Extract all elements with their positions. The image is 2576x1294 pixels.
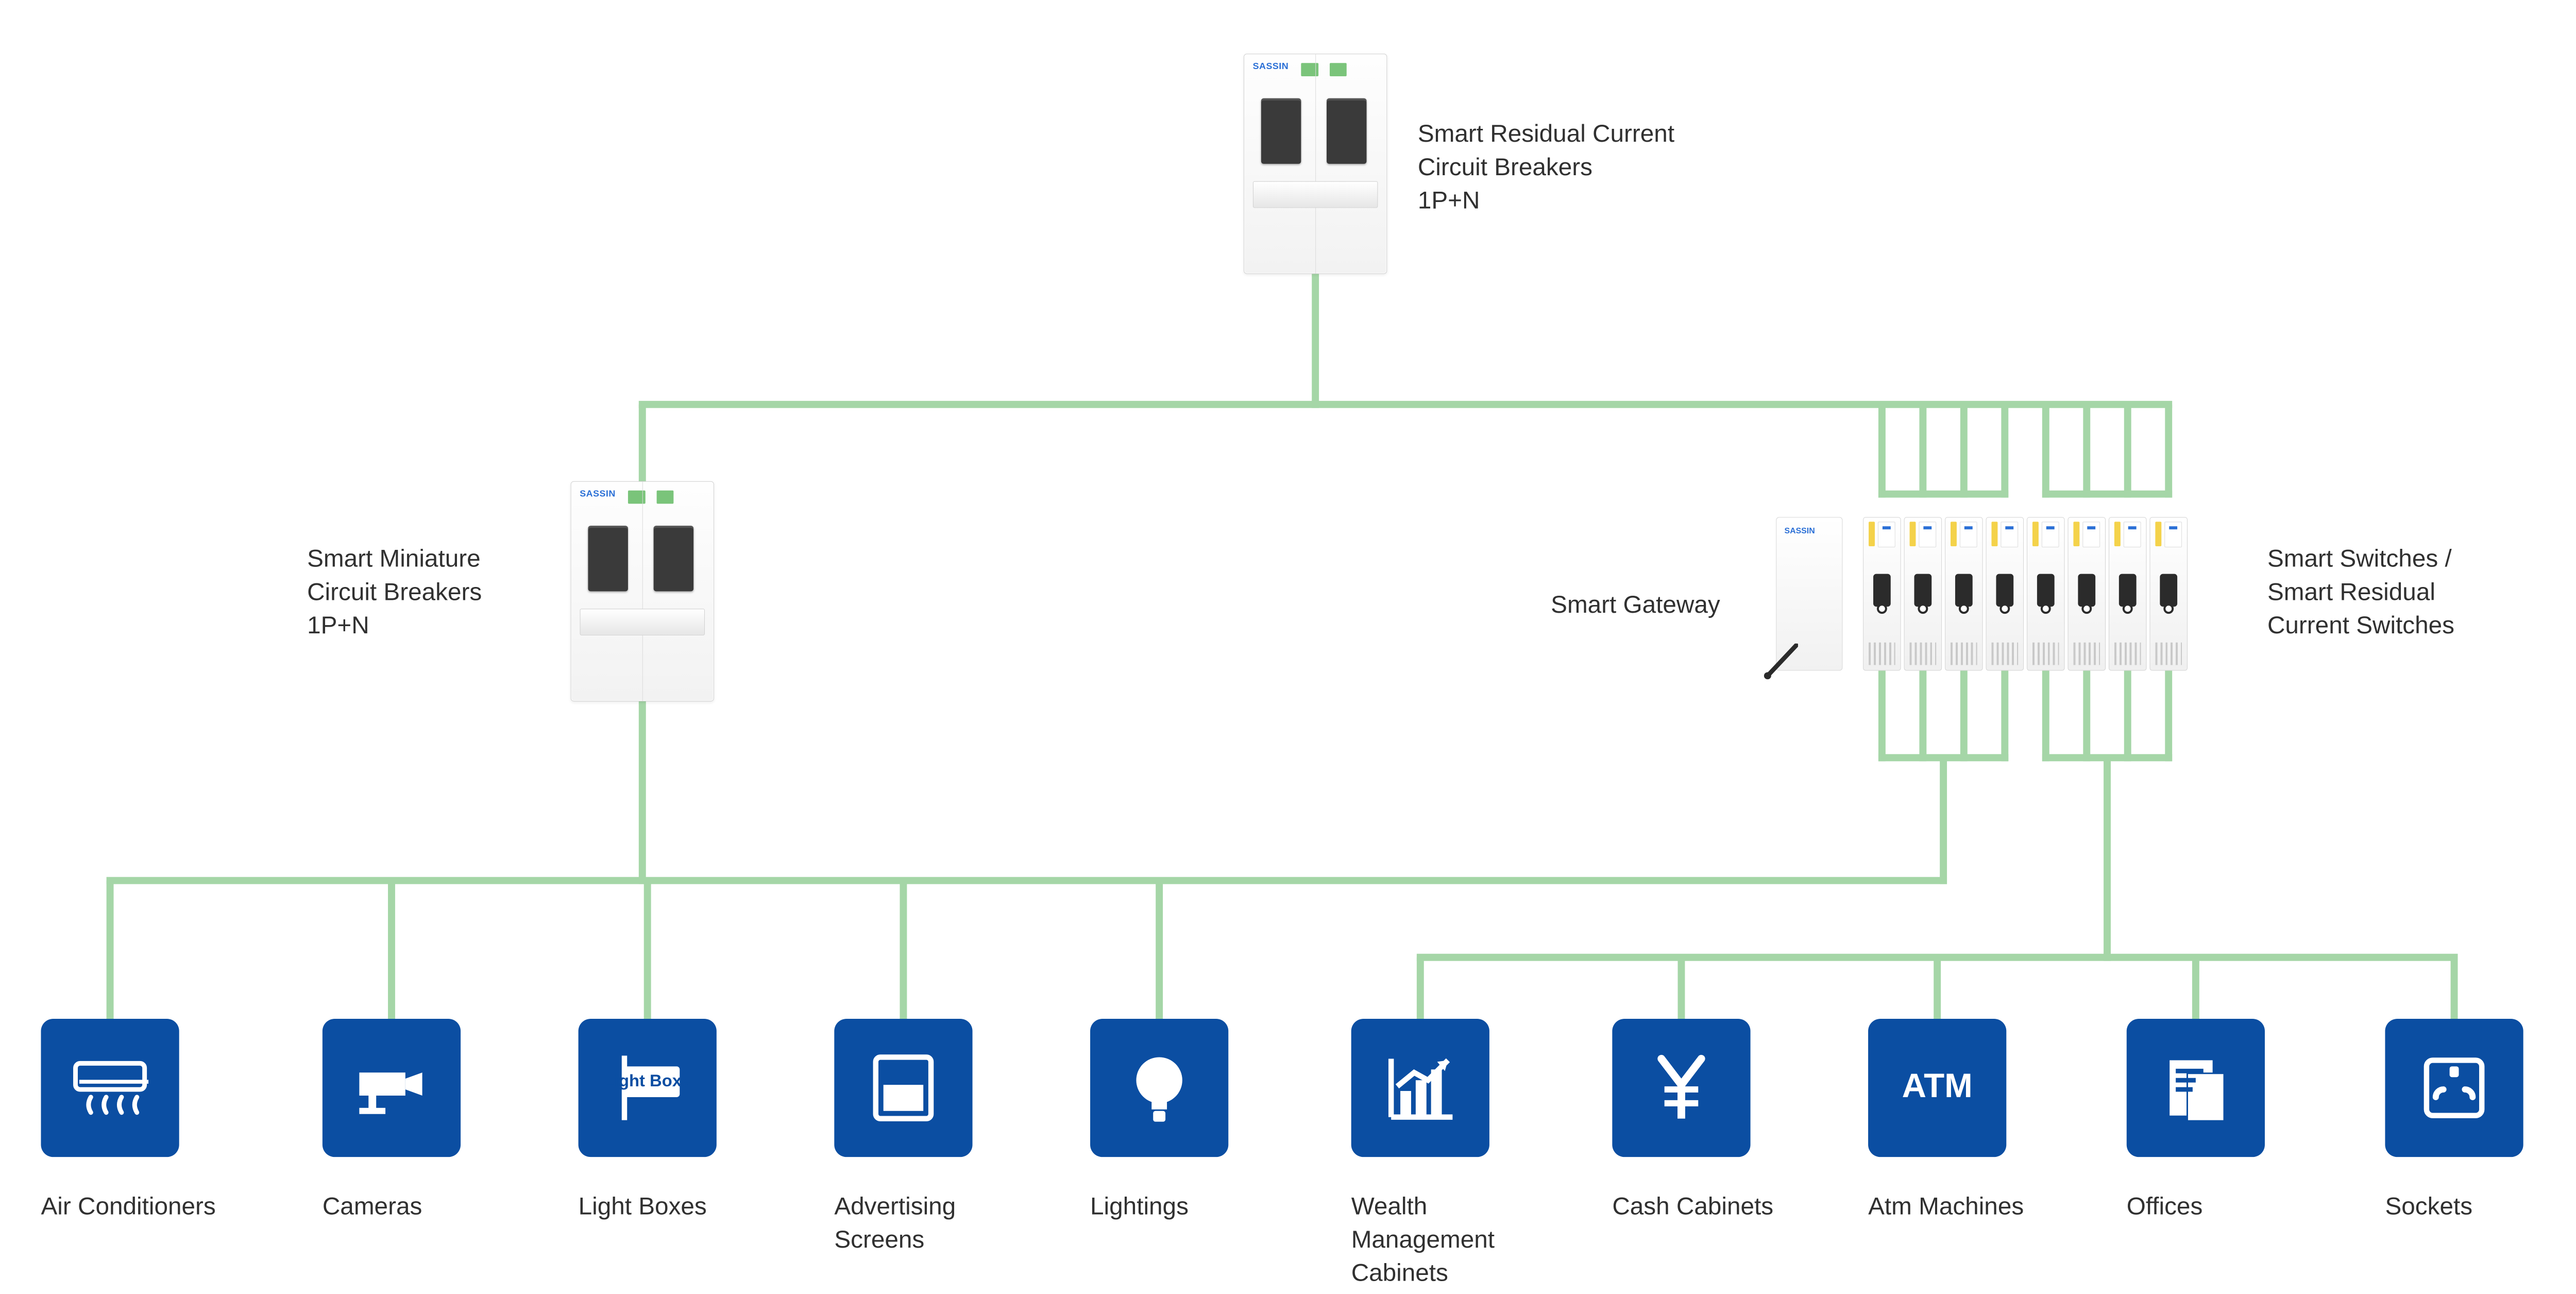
switches-label: Smart Switches / Smart Residual Current … [2267,543,2454,642]
camera-icon [346,1042,438,1134]
leaf-label-offices: Offices [2127,1190,2203,1223]
leaf-tile-cameras [323,1019,461,1157]
top-breaker-label: Smart Residual Current Circuit Breakers … [1418,117,1674,217]
screen-icon [857,1042,950,1134]
leaf-label-cameras: Cameras [323,1190,422,1223]
gateway-label: Smart Gateway [1551,589,1720,621]
leaf-label-air: Air Conditioners [41,1190,215,1223]
air-icon [64,1042,156,1134]
leaf-label-lighting: Lightings [1090,1190,1189,1223]
yen-icon [1635,1042,1727,1134]
switch-module [2027,517,2065,670]
switch-module [2068,517,2106,670]
leaf-tile-ads [834,1019,972,1157]
switch-module [1945,517,1983,670]
switch-module [1986,517,2024,670]
leaf-label-light: Light Boxes [579,1190,707,1223]
leaf-tile-wealth [1351,1019,1489,1157]
chart-icon [1374,1042,1466,1134]
atm-icon: ATM [1891,1042,1984,1134]
doc-icon [2149,1042,2242,1134]
leaf-label-wealth: Wealth Management Cabinets [1351,1190,1495,1290]
diagram-stage: SASSIN SASSIN SASSIN Smart Residual Current… [0,0,2576,1286]
svg-text:ATM: ATM [1902,1067,1973,1104]
leaf-tile-light: Light Boxes [579,1019,717,1157]
left-breaker-label: Smart Miniature Circuit Breakers 1P+N [307,543,482,642]
leaf-tile-cash [1612,1019,1750,1157]
switch-modules-row [1863,517,2188,670]
leaf-tile-lighting [1090,1019,1228,1157]
svg-text:Light Boxes: Light Boxes [604,1071,693,1090]
leaf-tile-offices [2127,1019,2265,1157]
switch-module [1904,517,1942,670]
switch-module [2149,517,2188,670]
lightbox-icon: Light Boxes [601,1042,693,1134]
leaf-tile-sockets [2385,1019,2523,1157]
bulb-icon [1113,1042,1206,1134]
top-breaker-device: SASSIN [1244,54,1387,274]
leaf-tile-air [41,1019,179,1157]
switch-module [1863,517,1901,670]
gateway-device: SASSIN [1776,517,1842,670]
left-breaker-device: SASSIN [571,481,714,701]
leaf-label-sockets: Sockets [2385,1190,2472,1223]
socket-icon [2408,1042,2500,1134]
leaf-label-ads: Advertising Screens [834,1190,956,1257]
switch-module [2109,517,2147,670]
leaf-label-cash: Cash Cabinets [1612,1190,1773,1223]
leaf-tile-atm: ATM [1868,1019,2006,1157]
leaf-label-atm: Atm Machines [1868,1190,2024,1223]
